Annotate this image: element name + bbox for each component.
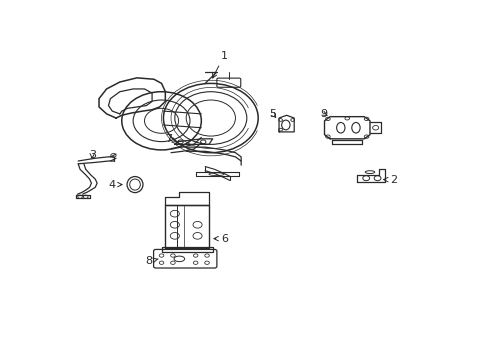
Text: 8: 8 xyxy=(145,256,158,266)
Text: 9: 9 xyxy=(320,109,327,119)
Bar xyxy=(161,247,212,252)
Bar xyxy=(165,205,208,248)
Text: 4: 4 xyxy=(108,180,122,190)
Text: 2: 2 xyxy=(383,175,397,185)
Text: 5: 5 xyxy=(268,109,276,119)
Bar xyxy=(161,247,212,249)
Text: 6: 6 xyxy=(213,234,228,244)
Text: 7: 7 xyxy=(165,134,177,144)
Text: 1: 1 xyxy=(212,51,227,78)
Text: 3: 3 xyxy=(88,150,96,159)
